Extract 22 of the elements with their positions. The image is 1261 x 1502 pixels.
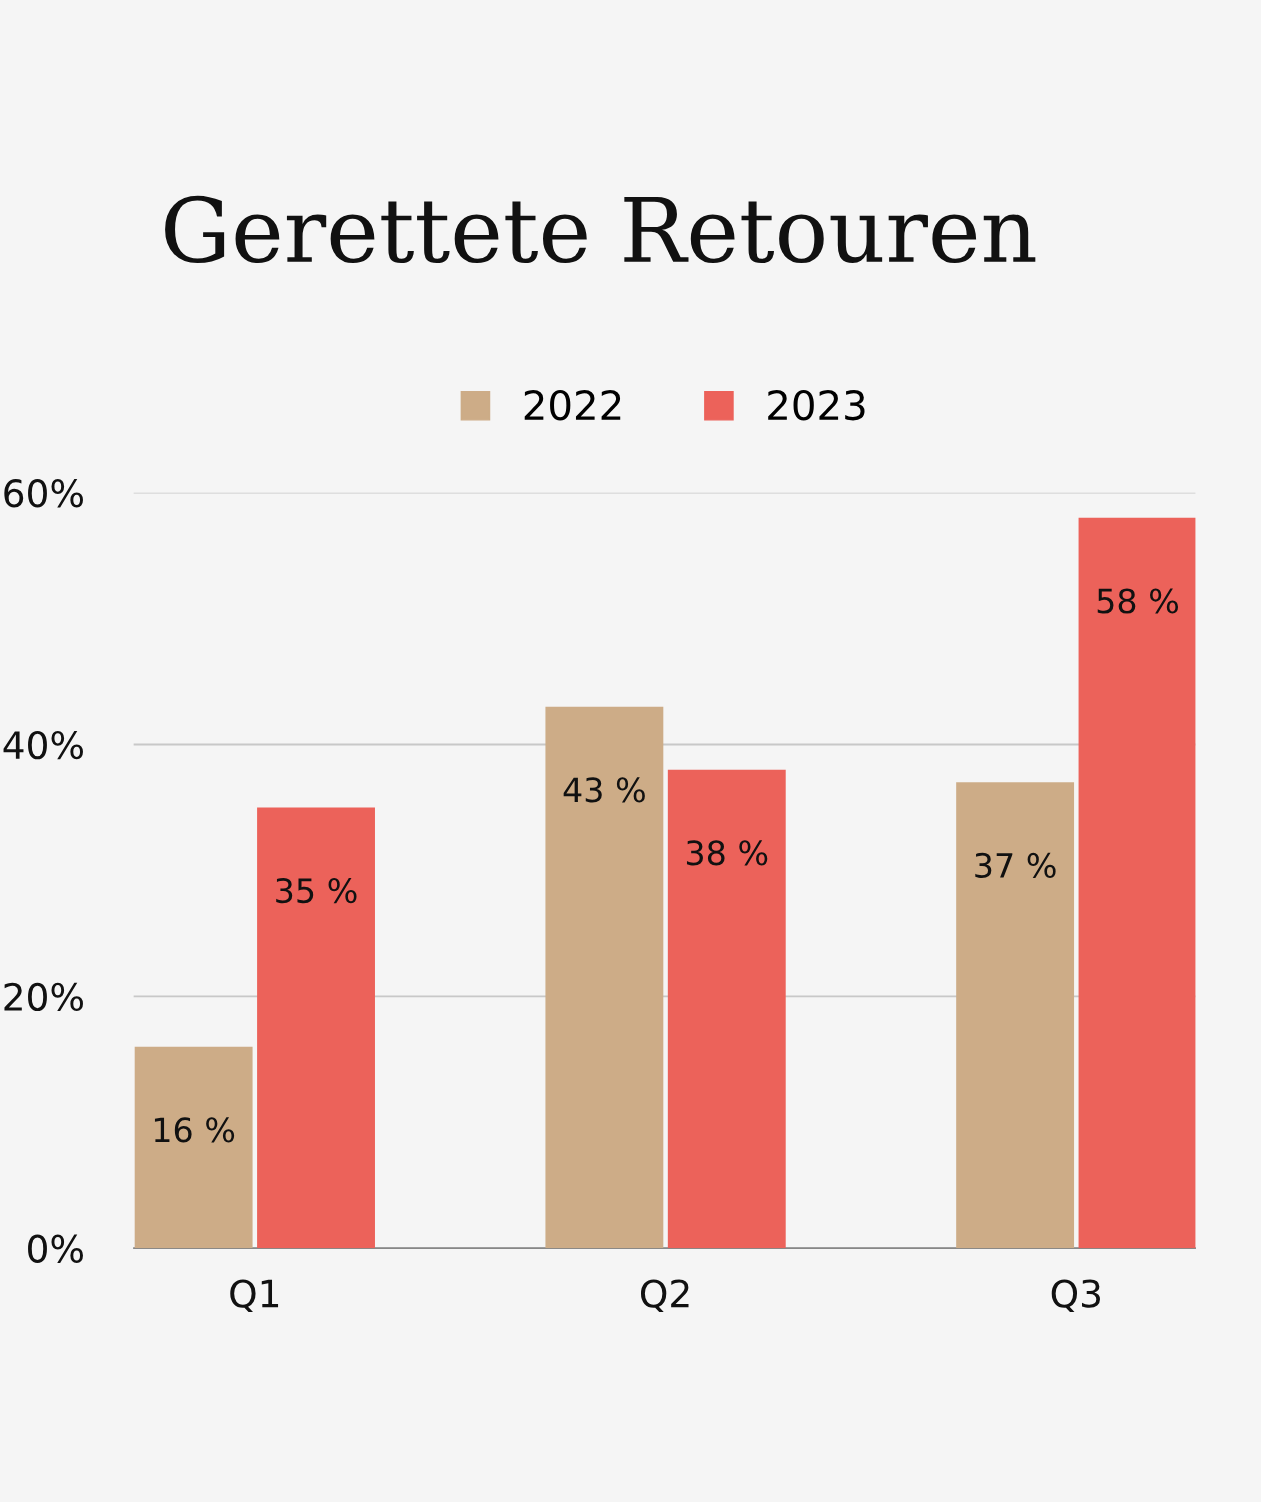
data-label: 43 % (563, 777, 645, 803)
y-tick-label: 40% (3, 730, 83, 760)
bar (1078, 517, 1196, 1249)
x-tick-label: Q3 (1051, 1279, 1100, 1313)
bar (257, 807, 375, 1249)
y-tick-label: 20% (4, 982, 83, 1012)
y-tick-label: 60% (4, 479, 83, 508)
data-label: 35 % (276, 878, 357, 904)
legend-label: 2023 (768, 389, 865, 421)
data-label: 38 % (686, 840, 768, 866)
bar (545, 706, 664, 1249)
bar (134, 1046, 253, 1249)
x-tick-label: Q2 (640, 1279, 689, 1313)
data-label: 58 % (1097, 588, 1179, 614)
data-label: 37 % (975, 852, 1056, 879)
x-tick-label: Q1 (230, 1279, 279, 1313)
y-tick-label: 0% (28, 1234, 83, 1263)
data-label: 16 % (154, 1117, 235, 1143)
legend-label: 2022 (524, 389, 621, 421)
bar (956, 782, 1075, 1249)
bar (667, 769, 786, 1249)
chart-title: Gerettete Retouren (165, 195, 1036, 264)
